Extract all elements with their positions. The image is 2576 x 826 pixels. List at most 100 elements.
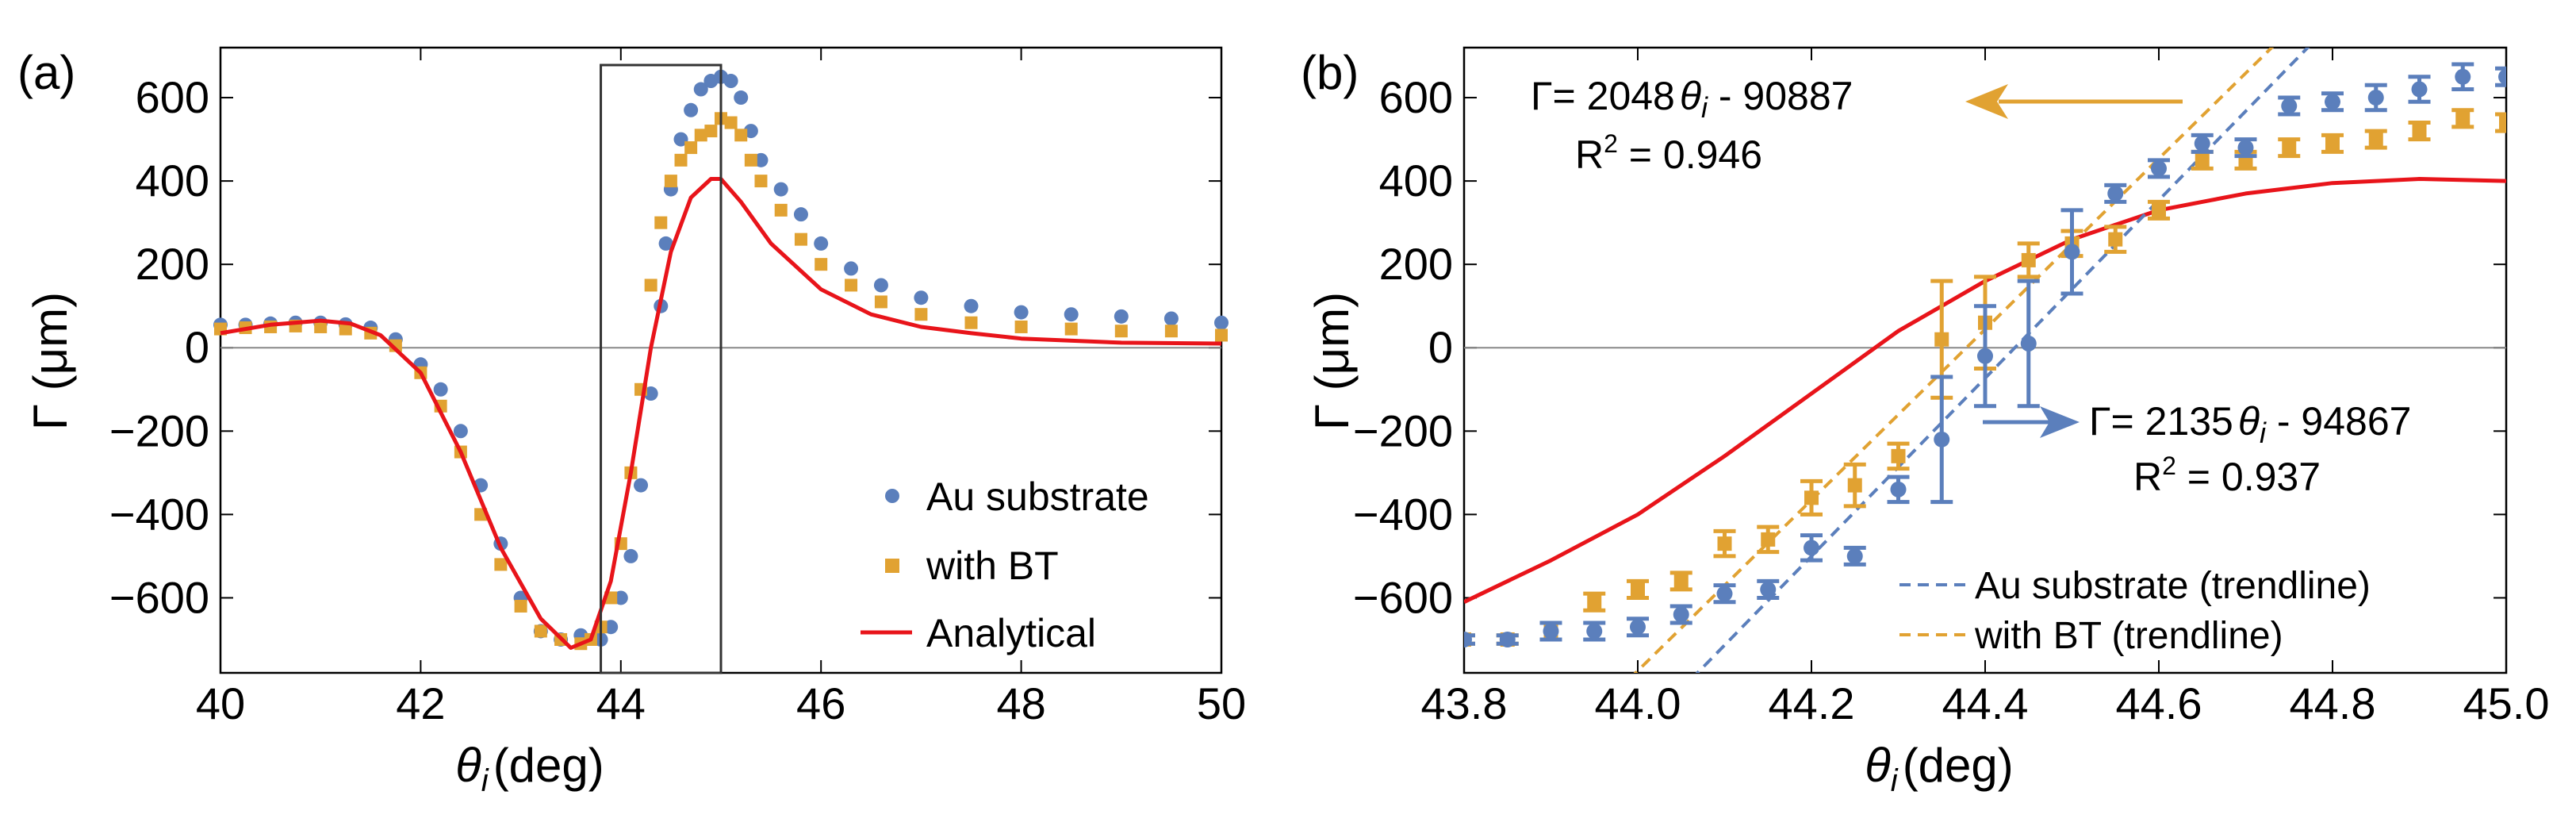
au-data-point (2064, 244, 2080, 260)
legend-analytical-label: Analytical (926, 611, 1096, 655)
panel-b-xlabel-theta: θ (1865, 739, 1891, 792)
y-tick-label: 0 (185, 322, 209, 372)
au-data-point (793, 207, 808, 222)
bt-data-point (2152, 202, 2166, 217)
bt-data-point (1631, 582, 1645, 597)
bt-data-point (1014, 320, 1028, 333)
au-data-point (1114, 309, 1129, 324)
au-data-point (2411, 81, 2428, 98)
y-tick-label: −200 (109, 405, 209, 455)
bt-data-point (964, 316, 978, 329)
bt-trendline (1633, 48, 2275, 673)
legend-bt-marker (885, 559, 899, 573)
fit-au-arrow-icon (2040, 406, 2080, 438)
bt-data-point (644, 279, 657, 292)
au-data-point (1804, 540, 1819, 556)
fit-au-eq-theta: θ (2238, 399, 2260, 444)
au-data-point (753, 152, 769, 167)
bt-data-point (339, 322, 352, 336)
fit-au-r2-sup: 2 (2162, 451, 2176, 480)
bt-data-point (1891, 448, 1906, 463)
au-data-point (1464, 631, 1472, 647)
bt-data-point (734, 129, 748, 142)
legend-bt-trend-label: with BT (trendline) (1974, 615, 2283, 657)
au-data-point (1673, 606, 1689, 623)
x-tick-label: 44.4 (1942, 678, 2029, 728)
panel-a-marks (213, 69, 1229, 651)
bt-data-point (724, 116, 738, 129)
au-data-point (1934, 431, 1950, 448)
au-data-point (2325, 94, 2340, 110)
au-data-point (433, 382, 448, 397)
panel-b-label: (b) (1301, 46, 1359, 99)
au-data-point (773, 182, 788, 197)
au-data-point (2237, 140, 2254, 156)
y-tick-label: 600 (1379, 72, 1453, 122)
x-tick-label: 44.0 (1595, 678, 1681, 728)
au-data-point (634, 478, 649, 493)
panel-a-ylabel: Γ (μm) (24, 292, 77, 430)
bt-data-point (694, 129, 707, 142)
au-data-point (2020, 335, 2037, 352)
fit-au-r2-prefix: R (2133, 455, 2162, 499)
y-tick-label: −400 (109, 489, 209, 539)
au-data-point (723, 74, 738, 89)
panel-b-xlabel: θi (deg) (1865, 739, 2014, 798)
bt-data-point (494, 558, 508, 571)
bt-data-point (1114, 325, 1128, 338)
au-data-point (693, 82, 708, 97)
au-data-point (1846, 547, 1863, 564)
au-data-point (2107, 185, 2124, 202)
bt-data-point (664, 175, 677, 188)
x-tick-label: 44.2 (1769, 678, 1855, 728)
au-data-point (2194, 135, 2210, 152)
bt-data-point (1804, 490, 1819, 505)
au-data-point (658, 236, 673, 251)
au-data-point (604, 620, 619, 635)
x-tick-label: 44.8 (2290, 678, 2376, 728)
au-data-point (1630, 619, 1646, 636)
fit-bt-r2-prefix: R (1575, 133, 1604, 177)
panel-b-ticks: 43.8 44.0 44.2 44.4 44.6 44.8 45.0 −600 −400 −200… (1353, 48, 2550, 728)
bt-data-point (2108, 232, 2123, 247)
au-data-point (844, 261, 859, 276)
bt-data-point (845, 279, 858, 292)
fit-bt-eq-sub: i (1701, 91, 1708, 124)
bt-data-point (754, 175, 768, 188)
bt-data-point (1673, 574, 1689, 589)
au-data-point (2498, 68, 2506, 85)
fit-bt-r2-value: = 0.946 (1618, 133, 1762, 177)
panel-a-label: (a) (17, 46, 75, 99)
au-data-point (1163, 311, 1179, 326)
fit-bt-arrow-icon (1965, 84, 2008, 119)
au-data-point (814, 236, 829, 251)
au-data-point (1977, 348, 1993, 364)
x-tick-label: 48 (996, 678, 1045, 728)
au-data-point (1716, 586, 1733, 602)
au-data-point (1890, 481, 1907, 498)
bt-data-point (2195, 152, 2210, 167)
panel-a: (a) 40 42 44 46 48 50 −600 −400 −200 0 200 400 600 Γ… (17, 46, 1246, 798)
x-tick-label: 46 (796, 678, 845, 728)
au-data-point (684, 102, 699, 117)
x-tick-label: 44.6 (2116, 678, 2202, 728)
bt-data-point (1587, 594, 1602, 609)
au-data-point (2367, 90, 2384, 106)
y-tick-label: −600 (109, 572, 209, 622)
bt-data-point (914, 308, 928, 321)
au-data-point (2151, 160, 2167, 177)
y-tick-label: 200 (136, 239, 209, 289)
bt-data-point (1934, 332, 1949, 347)
bt-data-point (794, 232, 807, 246)
panel-b-xlabel-unit: (deg) (1903, 739, 2014, 792)
x-tick-label: 45.0 (2463, 678, 2550, 728)
y-tick-label: 600 (136, 72, 209, 122)
fit-bt-r2-sup: 2 (1604, 129, 1618, 158)
fit-au-equation: Γ= 2135 θi - 94867 (2089, 399, 2411, 449)
fit-bt-eq-suffix: - 90887 (1708, 74, 1853, 118)
panel-a-highlight-box (600, 63, 723, 674)
panel-b-xlabel-sub: i (1891, 763, 1899, 798)
au-data-point (453, 424, 468, 439)
bt-data-point (684, 141, 698, 155)
